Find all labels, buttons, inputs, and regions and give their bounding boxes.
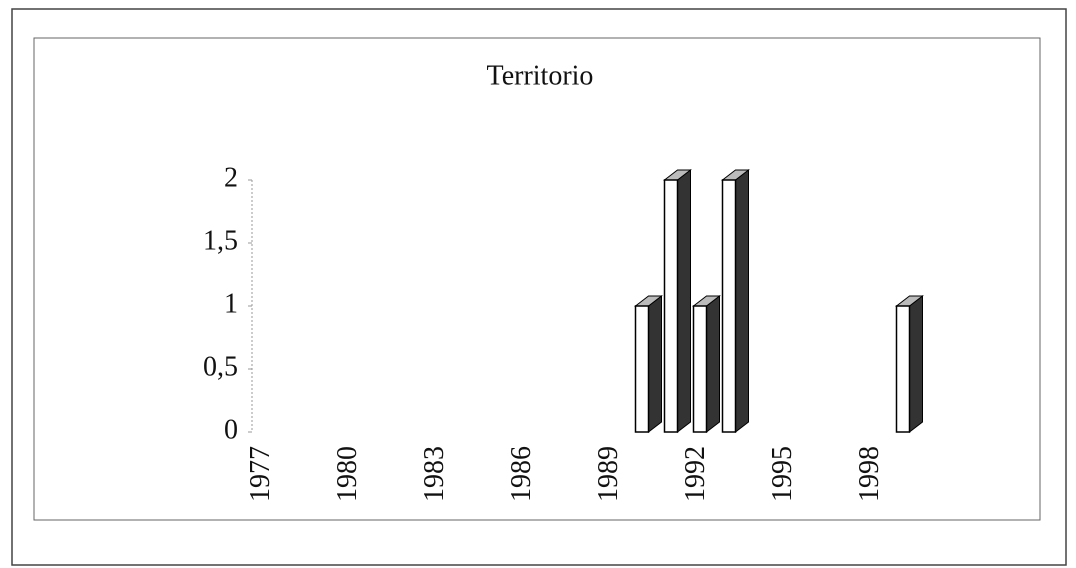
x-tick-label: 1998 bbox=[854, 446, 885, 502]
bar-front bbox=[663, 179, 679, 433]
bar-side bbox=[648, 294, 662, 434]
bar bbox=[895, 294, 924, 434]
bar-side bbox=[735, 168, 749, 434]
bar bbox=[663, 168, 692, 434]
bar-front bbox=[721, 179, 737, 433]
bar-side bbox=[677, 168, 691, 434]
x-tick-label: 1995 bbox=[767, 446, 798, 502]
x-tick-label: 1992 bbox=[680, 446, 711, 502]
x-tick-label: 1983 bbox=[419, 446, 450, 502]
y-tick-label: 1 bbox=[224, 288, 238, 319]
chart-frame bbox=[33, 37, 1041, 521]
y-tick-label: 2 bbox=[224, 162, 238, 193]
bar-side bbox=[909, 294, 923, 434]
x-tick-label: 1986 bbox=[506, 446, 537, 502]
y-tick-label: 0 bbox=[224, 414, 238, 445]
x-tick-label: 1980 bbox=[332, 446, 363, 502]
bar bbox=[692, 294, 721, 434]
bar-side bbox=[706, 294, 720, 434]
y-tick-label: 0,5 bbox=[203, 351, 238, 382]
outer-frame bbox=[11, 8, 1067, 566]
chart-title: Territorio bbox=[487, 60, 594, 91]
bar bbox=[721, 168, 750, 434]
bar-front bbox=[634, 305, 650, 433]
bar bbox=[634, 294, 663, 434]
x-tick-label: 1977 bbox=[245, 446, 276, 502]
bar-front bbox=[895, 305, 911, 433]
x-tick-label: 1989 bbox=[593, 446, 624, 502]
bar-front bbox=[692, 305, 708, 433]
y-tick-label: 1,5 bbox=[203, 225, 238, 256]
